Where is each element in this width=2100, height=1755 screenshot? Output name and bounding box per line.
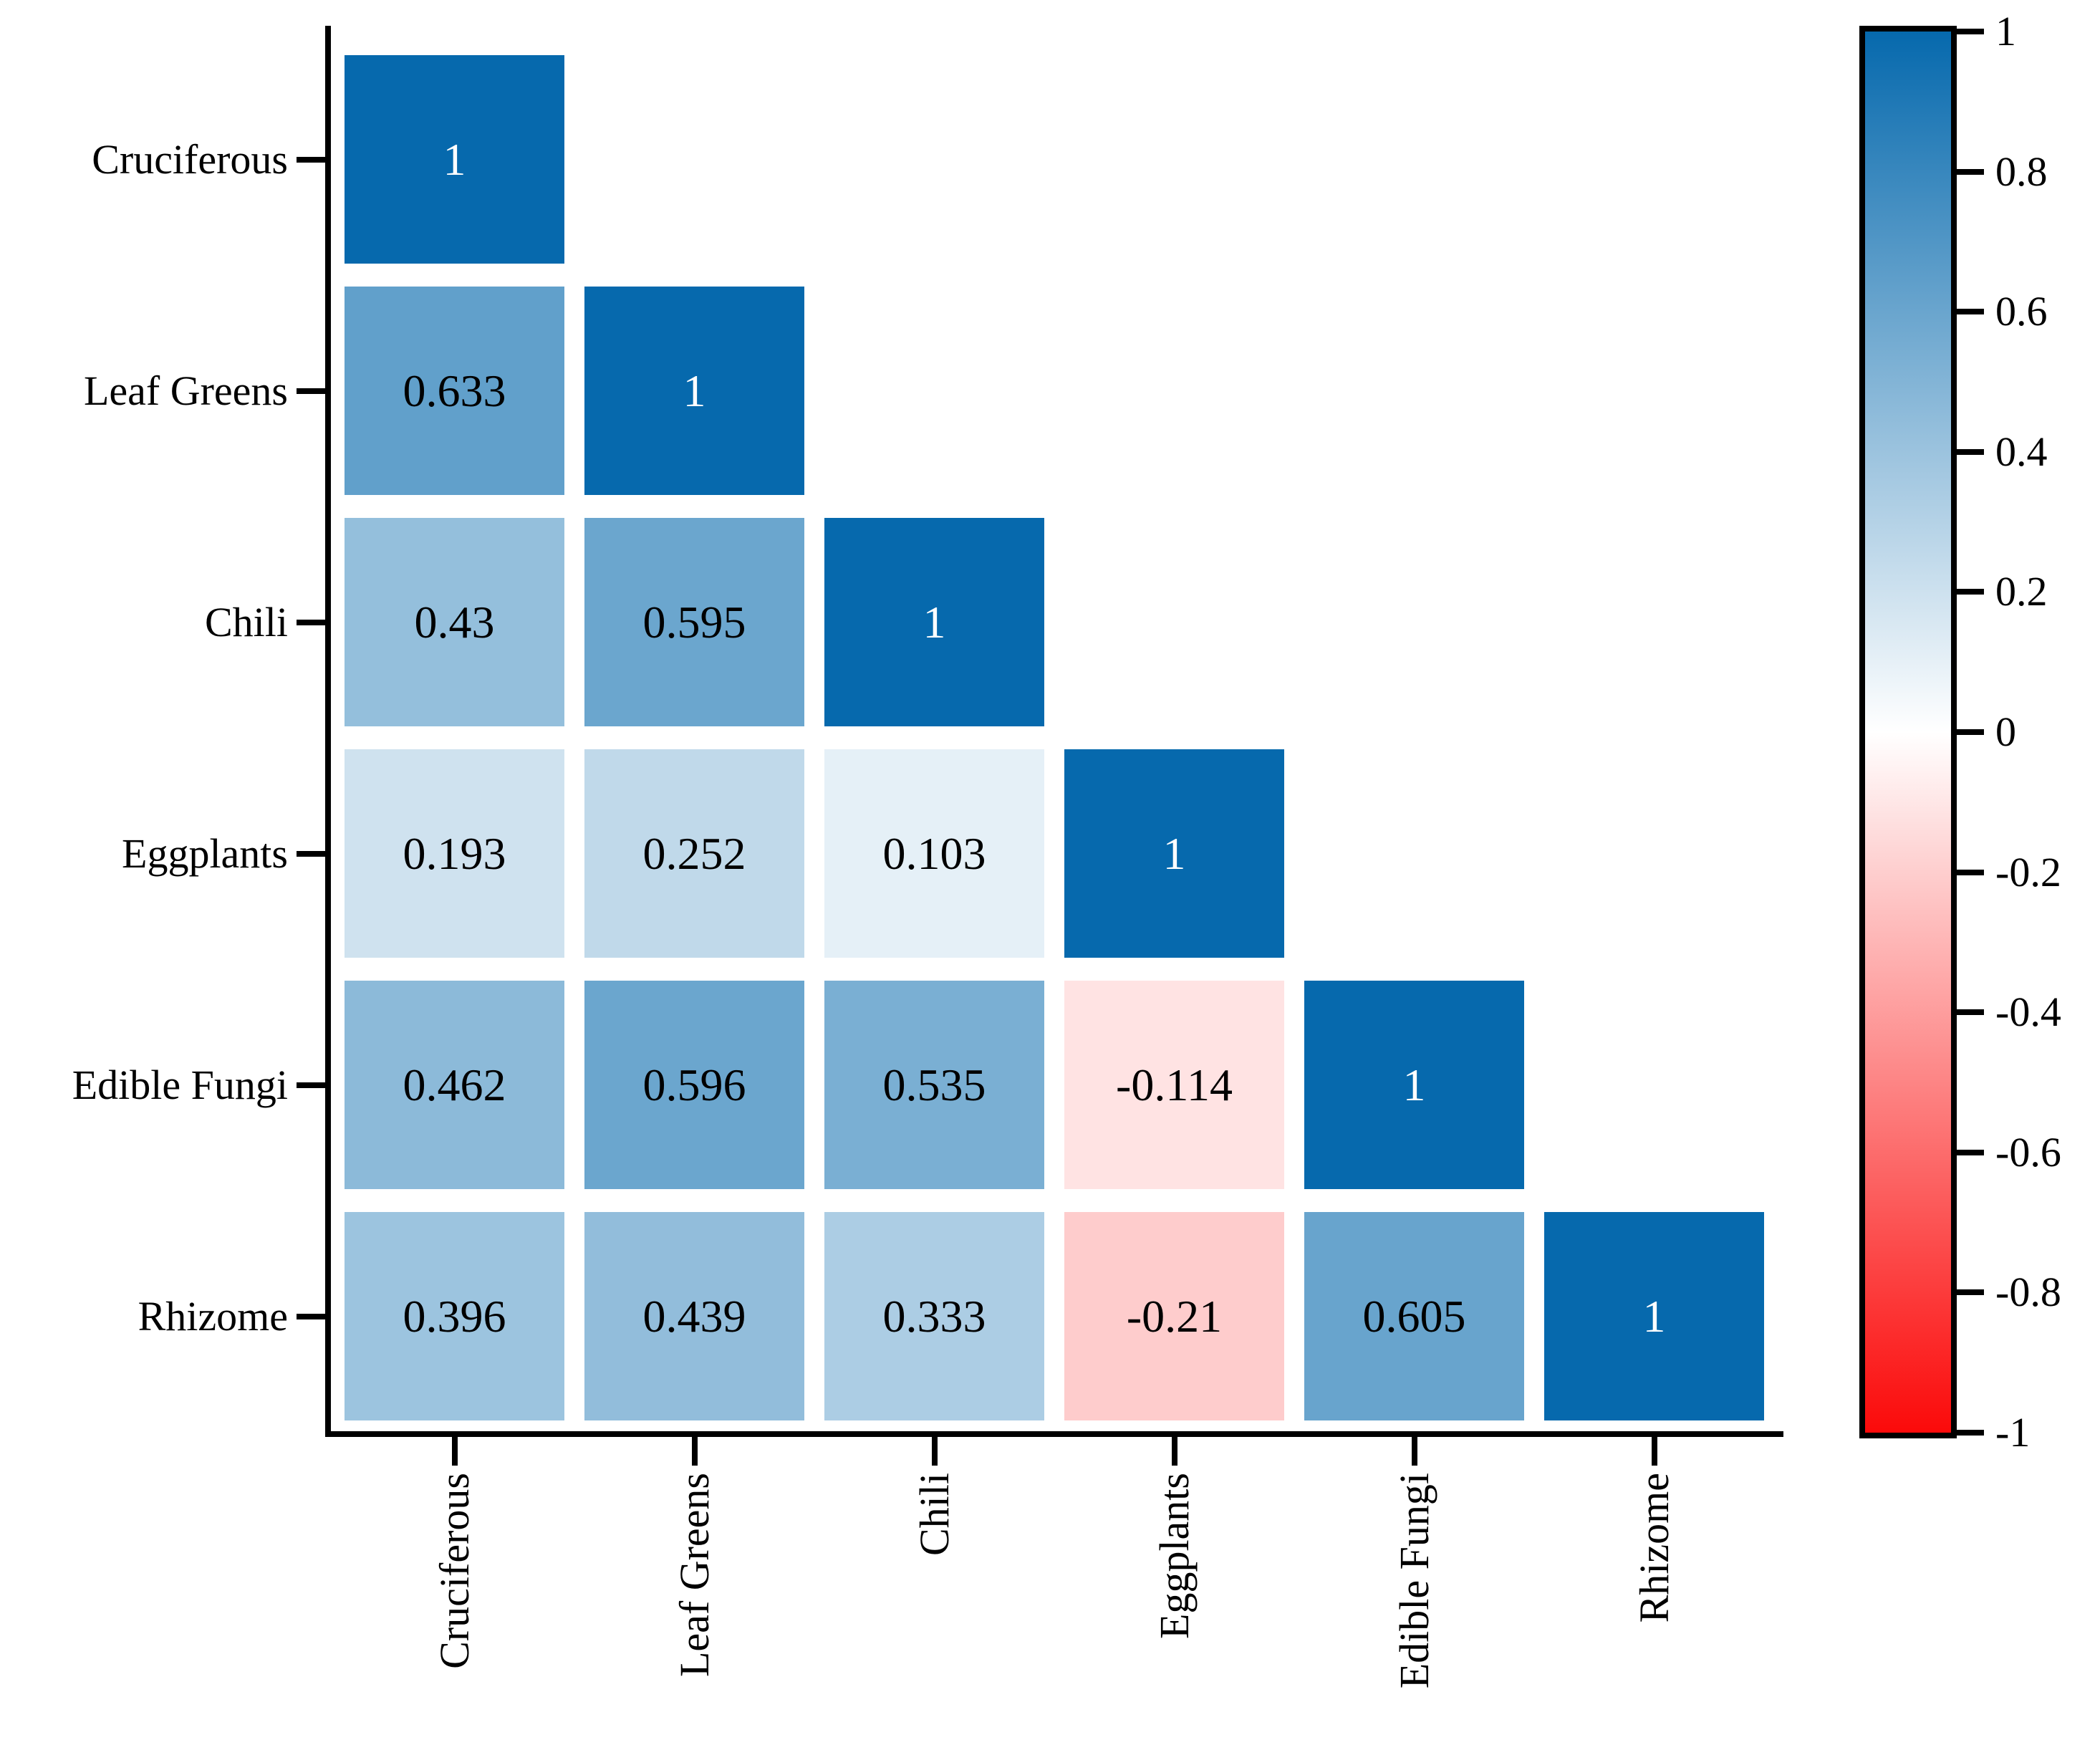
y-axis-tick <box>297 1082 325 1088</box>
colorbar-tick-label: -0.8 <box>1995 1269 2061 1316</box>
colorbar-tick <box>1957 168 1984 175</box>
x-axis-label: Edible Fungi <box>1390 1473 1437 1689</box>
colorbar-tick-label: 0.4 <box>1995 428 2048 475</box>
y-axis-label: Chili <box>204 598 288 645</box>
matrix-cell: 0.596 <box>584 981 804 1189</box>
x-axis-tick <box>1411 1437 1417 1466</box>
colorbar-tick-label: 0.2 <box>1995 568 2048 615</box>
matrix-cell: 1 <box>824 518 1044 726</box>
y-axis-tick <box>297 850 325 857</box>
matrix-cell: 0.396 <box>345 1212 564 1420</box>
x-axis-label: Eggplants <box>1150 1473 1198 1639</box>
matrix-cell: 0.252 <box>584 749 804 958</box>
y-axis-tick <box>297 388 325 394</box>
y-axis-label: Eggplants <box>122 830 288 877</box>
y-axis-label: Edible Fungi <box>72 1061 288 1108</box>
colorbar-tick <box>1957 1430 1984 1436</box>
colorbar-tick-label: -0.2 <box>1995 848 2061 895</box>
matrix-cell: 0.193 <box>345 749 564 958</box>
y-axis-tick <box>297 156 325 163</box>
colorbar-tick-label: 1 <box>1995 8 2016 54</box>
colorbar-tick-label: -1 <box>1995 1409 2031 1456</box>
matrix-cell: 1 <box>1544 1212 1764 1420</box>
matrix-cell: 0.439 <box>584 1212 804 1420</box>
matrix-cell: 1 <box>584 287 804 495</box>
colorbar-tick-label: -0.6 <box>1995 1128 2061 1175</box>
colorbar-tick-label: 0.8 <box>1995 148 2048 195</box>
colorbar-tick <box>1957 869 1984 875</box>
x-axis-tick <box>451 1437 458 1466</box>
x-axis-label: Leaf Greens <box>670 1473 718 1677</box>
x-axis-label: Rhizome <box>1630 1473 1677 1623</box>
matrix-cell: 1 <box>1304 981 1524 1189</box>
x-axis-tick <box>691 1437 698 1466</box>
matrix-cell: 0.333 <box>824 1212 1044 1420</box>
colorbar-tick <box>1957 1289 1984 1296</box>
colorbar-tick <box>1957 729 1984 735</box>
x-axis-tick <box>1171 1437 1177 1466</box>
matrix-cell: -0.21 <box>1064 1212 1284 1420</box>
y-axis-label: Leaf Greens <box>84 367 288 414</box>
colorbar-tick <box>1957 448 1984 455</box>
x-axis-label: Cruciferous <box>430 1473 478 1669</box>
matrix-cell: 0.633 <box>345 287 564 495</box>
y-axis-label: Cruciferous <box>92 135 288 183</box>
matrix-cell: 0.605 <box>1304 1212 1524 1420</box>
x-axis-tick <box>1651 1437 1657 1466</box>
colorbar-tick-label: -0.4 <box>1995 989 2061 1036</box>
y-axis-tick <box>297 619 325 625</box>
matrix-cell: 0.535 <box>824 981 1044 1189</box>
colorbar-gradient <box>1865 32 1951 1433</box>
colorbar-tick <box>1957 29 1984 34</box>
matrix-cell: 1 <box>1064 749 1284 958</box>
colorbar-tick <box>1957 589 1984 595</box>
matrix-cell: 0.595 <box>584 518 804 726</box>
colorbar-tick <box>1957 309 1984 315</box>
matrix-cell: 1 <box>345 55 564 264</box>
colorbar <box>1859 26 1957 1438</box>
x-axis-line <box>325 1431 1783 1437</box>
matrix-cell: 0.103 <box>824 749 1044 958</box>
colorbar-tick-label: 0.6 <box>1995 288 2048 335</box>
matrix-cell: 0.462 <box>345 981 564 1189</box>
colorbar-tick <box>1957 1009 1984 1016</box>
colorbar-tick <box>1957 1149 1984 1155</box>
colorbar-tick-label: 0 <box>1995 708 2016 755</box>
matrix-cell: 0.43 <box>345 518 564 726</box>
y-axis-tick <box>297 1313 325 1319</box>
y-axis-label: Rhizome <box>138 1292 288 1340</box>
x-axis-tick <box>931 1437 938 1466</box>
matrix-cell: -0.114 <box>1064 981 1284 1189</box>
x-axis-label: Chili <box>910 1473 958 1557</box>
y-axis-line <box>325 26 331 1437</box>
